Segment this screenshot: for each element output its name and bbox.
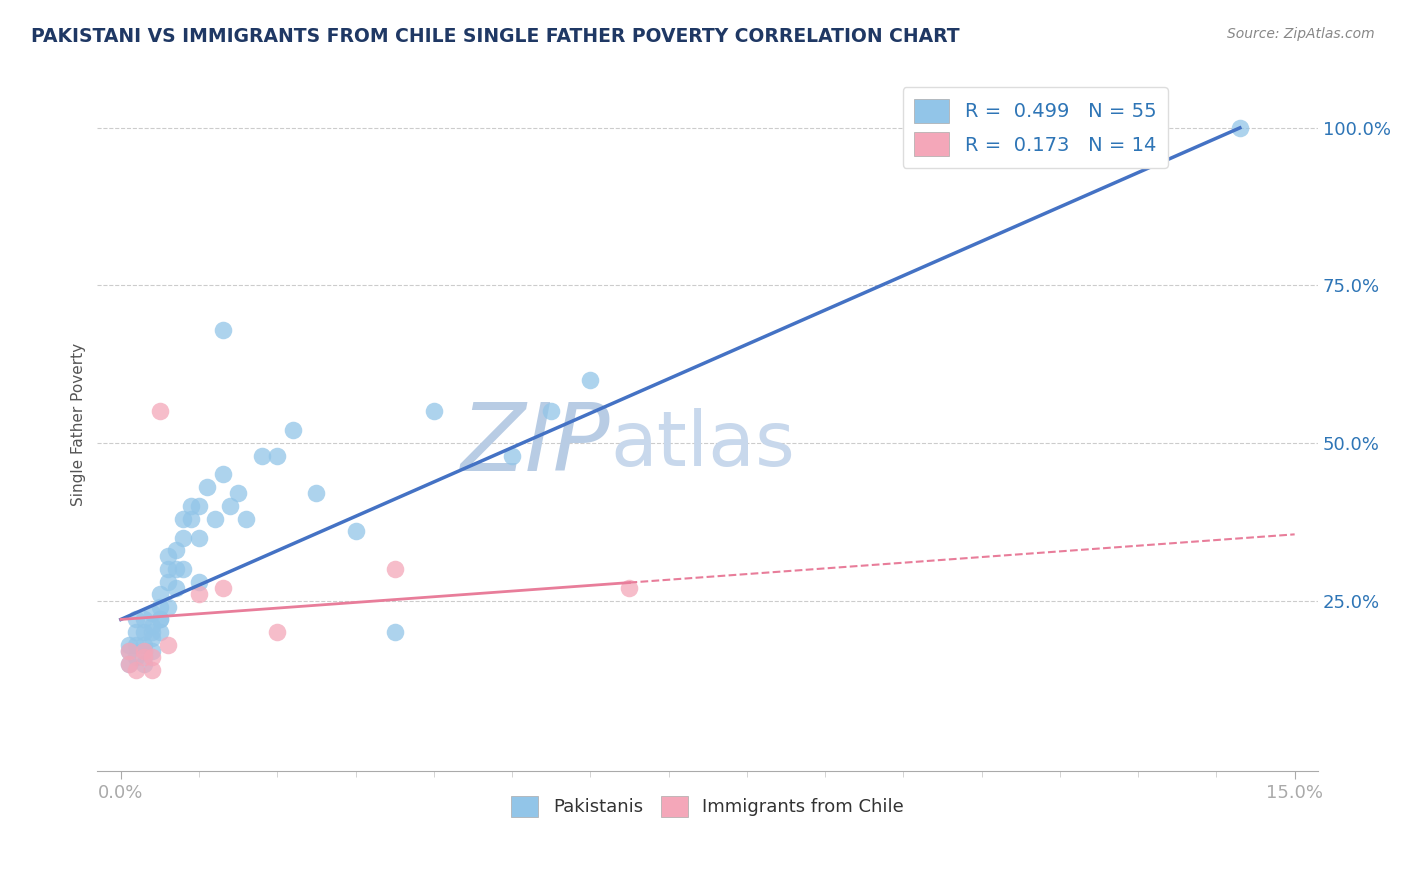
Point xyxy=(156,599,179,614)
Point xyxy=(134,638,156,652)
Point xyxy=(141,663,163,677)
Point xyxy=(188,531,211,545)
Point xyxy=(384,625,406,640)
Point xyxy=(149,612,172,626)
Point xyxy=(125,650,148,665)
Point xyxy=(118,644,141,658)
Point xyxy=(423,404,446,418)
Point xyxy=(141,625,163,640)
Point xyxy=(118,657,141,671)
Point xyxy=(235,511,257,525)
Point xyxy=(211,322,233,336)
Point xyxy=(118,638,141,652)
Point xyxy=(156,574,179,589)
Point xyxy=(118,644,141,658)
Point xyxy=(125,663,148,677)
Point xyxy=(134,657,156,671)
Point xyxy=(149,599,172,614)
Point xyxy=(619,581,641,595)
Point xyxy=(134,625,156,640)
Point xyxy=(165,562,187,576)
Point xyxy=(188,499,211,513)
Point xyxy=(384,562,406,576)
Point xyxy=(579,373,602,387)
Point xyxy=(156,638,179,652)
Y-axis label: Single Father Poverty: Single Father Poverty xyxy=(72,343,86,506)
Point xyxy=(165,581,187,595)
Point xyxy=(219,499,242,513)
Point xyxy=(211,467,233,482)
Point xyxy=(149,404,172,418)
Point xyxy=(250,449,273,463)
Text: ZIP: ZIP xyxy=(460,400,610,491)
Point xyxy=(149,625,172,640)
Point xyxy=(172,531,194,545)
Text: Source: ZipAtlas.com: Source: ZipAtlas.com xyxy=(1227,27,1375,41)
Point xyxy=(540,404,562,418)
Point xyxy=(266,625,288,640)
Point xyxy=(266,449,288,463)
Text: atlas: atlas xyxy=(610,408,794,482)
Point xyxy=(281,423,304,437)
Legend: Pakistanis, Immigrants from Chile: Pakistanis, Immigrants from Chile xyxy=(503,789,911,824)
Point xyxy=(180,499,202,513)
Point xyxy=(188,574,211,589)
Point xyxy=(141,619,163,633)
Point xyxy=(211,581,233,595)
Point xyxy=(134,650,156,665)
Point xyxy=(141,606,163,620)
Point xyxy=(141,650,163,665)
Point xyxy=(188,587,211,601)
Point xyxy=(165,543,187,558)
Point xyxy=(172,511,194,525)
Point xyxy=(226,486,249,500)
Point xyxy=(204,511,226,525)
Point xyxy=(125,612,148,626)
Point xyxy=(141,644,163,658)
Point xyxy=(149,587,172,601)
Point xyxy=(125,638,148,652)
Point xyxy=(501,449,523,463)
Point xyxy=(344,524,367,539)
Point xyxy=(180,511,202,525)
Point xyxy=(134,644,156,658)
Point xyxy=(141,632,163,646)
Text: PAKISTANI VS IMMIGRANTS FROM CHILE SINGLE FATHER POVERTY CORRELATION CHART: PAKISTANI VS IMMIGRANTS FROM CHILE SINGL… xyxy=(31,27,959,45)
Point xyxy=(305,486,328,500)
Point xyxy=(149,612,172,626)
Point xyxy=(172,562,194,576)
Point xyxy=(134,644,156,658)
Point xyxy=(134,612,156,626)
Point xyxy=(125,625,148,640)
Point xyxy=(156,562,179,576)
Point xyxy=(156,549,179,564)
Point xyxy=(118,657,141,671)
Point xyxy=(1229,120,1251,135)
Point xyxy=(195,480,218,494)
